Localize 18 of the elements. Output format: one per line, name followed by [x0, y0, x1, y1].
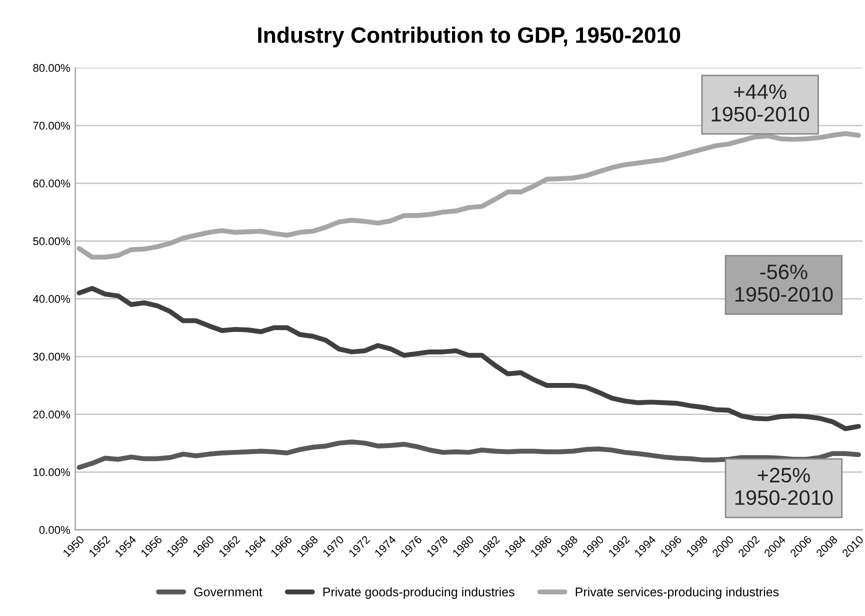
- y-tick-label: 20.00%: [33, 410, 70, 418]
- y-tick-label: 40.00%: [32, 295, 70, 303]
- y-tick-label: 60.00%: [33, 180, 70, 188]
- line-series: [76, 286, 861, 432]
- annotation: -56% 1950-2010: [735, 264, 833, 302]
- line-series: [76, 131, 861, 260]
- y-tick-label: 70.00%: [33, 122, 70, 130]
- chart-title: Industry Contribution to GDP, 1950-2010: [258, 26, 680, 48]
- annotation: +44% 1950-2010: [712, 84, 810, 122]
- y-tick-label: 0.00%: [39, 526, 70, 534]
- y-tick-label: 50.00%: [33, 237, 70, 246]
- legend-label: Private services-producing industries: [576, 587, 779, 599]
- y-tick-label: 80.00%: [33, 64, 70, 72]
- legend-label: Government: [194, 588, 262, 596]
- y-tick-label: 10.00%: [34, 468, 70, 476]
- annotation: +25% 1950-2010: [735, 468, 833, 505]
- y-tick-label: 30.00%: [33, 352, 70, 361]
- legend-label: Private goods-producing industries: [323, 587, 514, 599]
